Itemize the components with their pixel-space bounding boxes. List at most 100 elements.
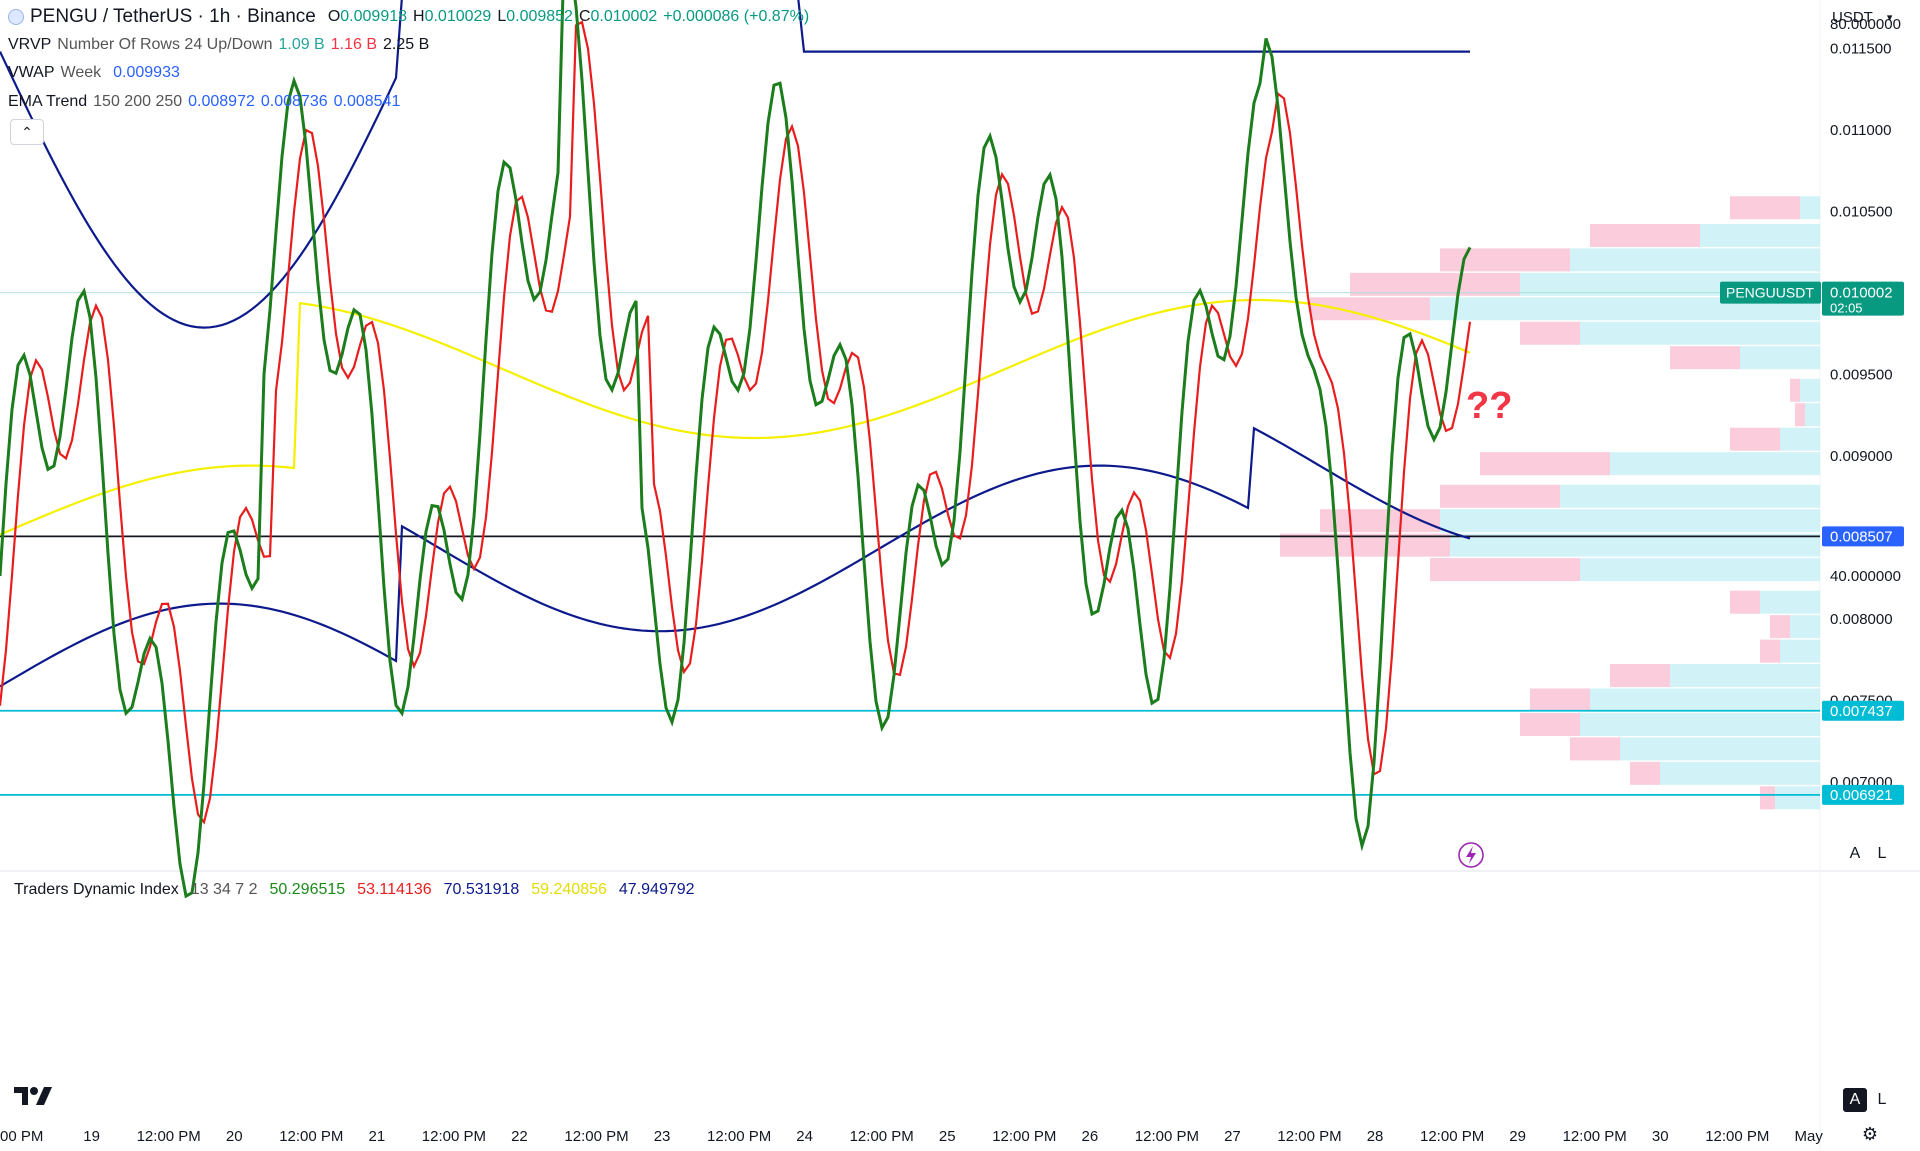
volume-profile-up-bar: [1660, 761, 1820, 785]
ema-params: 150 200 250: [93, 93, 183, 110]
price-tick-label: 0.010500: [1830, 204, 1893, 221]
volume-profile-down-bar: [1430, 558, 1580, 582]
symbol-legend: PENGU / TetherUS · 1h · Binance O0.00991…: [8, 6, 809, 28]
level-price-tag: [1822, 784, 1904, 805]
vwap-name: VWAP: [8, 64, 55, 81]
log-scale-button[interactable]: L: [1877, 845, 1887, 862]
volume-profile-up-bar: [1775, 786, 1820, 810]
time-tick-label: 23: [654, 1128, 671, 1145]
price-tick-label: 0.009000: [1830, 448, 1893, 465]
price-axis: 0.0115000.0110000.0105000.0100000.009500…: [1830, 41, 1893, 792]
time-tick-label: 24: [796, 1128, 813, 1145]
volume-profile-up-bar: [1620, 737, 1820, 761]
close-value: 0.010002: [590, 8, 658, 25]
tdi-value-4: 59.240856: [531, 881, 607, 898]
time-tick-label: 29: [1509, 1128, 1526, 1145]
volume-profile-up-bar: [1790, 615, 1820, 639]
time-tick-label: 12:00 PM: [1277, 1128, 1341, 1145]
last-price-symbol: PENGUUSDT: [1726, 285, 1814, 301]
time-tick-label: May: [1795, 1128, 1824, 1145]
volume-profile-up-bar: [1780, 639, 1820, 663]
bar-countdown: 02:05: [1830, 301, 1863, 316]
volume-profile-down-bar: [1770, 615, 1790, 639]
time-axis: 00 PM 19 12:00 PM 20 12:00 PM 21 12:00 PM 22 12:…: [0, 1128, 1823, 1145]
price-tick-label: 0.008000: [1830, 611, 1893, 628]
high-value: 0.010029: [424, 8, 492, 25]
currency-selector[interactable]: USDT ▾: [1832, 6, 1902, 28]
time-tick-label: 20: [226, 1128, 243, 1145]
settings-gear-icon[interactable]: ⚙: [1861, 1123, 1879, 1144]
volume-profile-up-bar: [1450, 533, 1820, 557]
question-annotation: ??: [1466, 385, 1512, 427]
volume-profile-up-bar: [1670, 664, 1820, 688]
auto-scale-button[interactable]: A: [1849, 845, 1861, 862]
time-tick-label: 12:00 PM: [707, 1128, 771, 1145]
volume-profile-up-bar: [1760, 590, 1820, 614]
auto-scale-lower-button[interactable]: A: [1843, 1088, 1867, 1112]
last-price-value: 0.010002: [1830, 285, 1893, 302]
volume-profile-down-bar: [1310, 297, 1430, 321]
time-tick-label: 22: [511, 1128, 528, 1145]
volume-profile-down-bar: [1570, 737, 1620, 761]
tdi-value-1: 50.296515: [269, 881, 346, 898]
level-price-tag: [1822, 526, 1904, 547]
volume-profile-up-bar: [1440, 509, 1820, 533]
time-tick-label: 19: [83, 1128, 100, 1145]
tdi-value-5: 47.949792: [618, 881, 695, 898]
volume-profile-down-bar: [1480, 452, 1610, 476]
time-tick-label: 12:00 PM: [564, 1128, 628, 1145]
vwap-legend[interactable]: VWAP Week 0.009933: [8, 64, 180, 82]
level-price-label: 0.006921: [1830, 787, 1893, 804]
level-price-tag: [1822, 700, 1904, 721]
ema-legend[interactable]: EMA Trend 150 200 250 0.008972 0.008736 …: [8, 93, 400, 111]
time-tick-label: 12:00 PM: [137, 1128, 201, 1145]
last-price-value-tag: [1822, 281, 1904, 316]
volume-profile-down-bar: [1520, 321, 1580, 345]
time-tick-label: 26: [1082, 1128, 1099, 1145]
tdi-signal-line: [0, 20, 1472, 825]
volume-profile-down-bar: [1280, 533, 1450, 557]
log-scale-lower-button[interactable]: L: [1877, 1091, 1887, 1108]
volume-profile-up-bar: [1800, 196, 1820, 220]
volume-profile-up-bar: [1560, 484, 1820, 508]
tradingview-logo-icon[interactable]: [14, 1082, 54, 1114]
tdi-lines: [0, 0, 1472, 899]
volume-profile: [1280, 196, 1820, 810]
vwap-value: 0.009933: [113, 64, 180, 81]
tdi-upper-band: [0, 0, 1470, 329]
time-tick-label: 30: [1652, 1128, 1669, 1145]
close-label: C: [578, 8, 591, 25]
chevron-up-icon: ⌃: [21, 123, 33, 140]
vrvp-up-volume: 1.09 B: [278, 36, 325, 53]
collapse-legend-button[interactable]: ⌃: [10, 119, 44, 145]
tdi-legend[interactable]: Traders Dynamic Index 13 34 7 2 50.29651…: [8, 881, 695, 899]
time-tick-label: 25: [939, 1128, 956, 1145]
volume-profile-down-bar: [1530, 688, 1590, 712]
time-tick-label: 12:00 PM: [1563, 1128, 1627, 1145]
low-label: L: [497, 8, 507, 25]
time-tick-label: 12:00 PM: [1705, 1128, 1769, 1145]
change-value: +0.000086 (+0.87%): [663, 8, 810, 25]
symbol-title[interactable]: PENGU / TetherUS · 1h · Binance: [30, 6, 316, 27]
volume-profile-down-bar: [1795, 403, 1805, 427]
vrvp-legend[interactable]: VRVP Number Of Rows 24 Up/Down 1.09 B 1.…: [8, 36, 429, 54]
volume-profile-down-bar: [1610, 664, 1670, 688]
ema-value-3: 0.008541: [333, 93, 401, 110]
currency-label: USDT: [1832, 8, 1873, 26]
volume-profile-down-bar: [1630, 761, 1660, 785]
volume-profile-down-bar: [1670, 346, 1740, 370]
tdi-market-base-line: [0, 298, 1471, 536]
volume-profile-up-bar: [1800, 378, 1820, 402]
vrvp-name: VRVP: [8, 36, 52, 53]
lightning-icon[interactable]: [1458, 842, 1484, 868]
tdi-value-2: 53.114136: [357, 881, 432, 898]
price-tick-label: 0.009500: [1830, 367, 1893, 384]
price-tick-label: 0.011500: [1830, 41, 1891, 58]
volume-profile-up-bar: [1580, 321, 1820, 345]
volume-profile-up-bar: [1580, 712, 1820, 736]
last-price-symbol-tag: [1720, 281, 1821, 304]
level-price-label: 0.007437: [1830, 703, 1893, 720]
time-tick-label: 21: [369, 1128, 386, 1145]
